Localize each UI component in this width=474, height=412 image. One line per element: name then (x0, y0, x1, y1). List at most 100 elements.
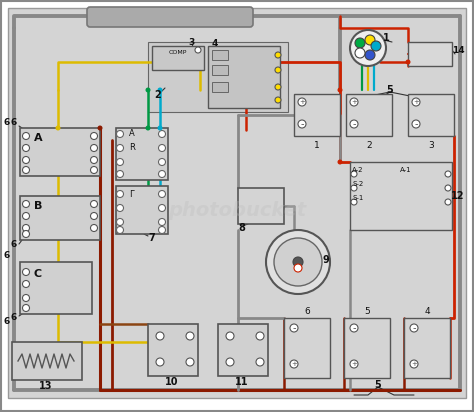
Circle shape (275, 67, 281, 73)
Text: S-2: S-2 (352, 181, 364, 187)
Bar (212, 65, 228, 75)
Bar (148, 324, 198, 376)
Circle shape (337, 87, 343, 93)
Text: +: + (413, 99, 419, 105)
Text: +: + (351, 99, 357, 105)
Bar (20, 262, 92, 314)
Circle shape (350, 360, 358, 368)
Circle shape (22, 295, 29, 302)
Circle shape (158, 159, 165, 166)
Text: 6: 6 (4, 318, 10, 326)
Text: S-1: S-1 (352, 195, 364, 201)
Circle shape (350, 98, 358, 106)
Circle shape (350, 30, 386, 66)
Text: 6: 6 (11, 117, 17, 126)
Text: +: + (291, 361, 297, 367)
Text: 4: 4 (424, 307, 430, 316)
Circle shape (157, 126, 163, 131)
Bar (20, 128, 100, 176)
Text: 14: 14 (452, 45, 465, 54)
Text: +: + (411, 361, 417, 367)
Circle shape (412, 120, 420, 128)
Circle shape (117, 145, 124, 152)
Circle shape (158, 131, 165, 138)
Text: -: - (352, 323, 356, 333)
Text: 10: 10 (165, 377, 179, 387)
Circle shape (158, 218, 165, 225)
Circle shape (290, 360, 298, 368)
Circle shape (91, 225, 98, 232)
Circle shape (117, 131, 124, 138)
Bar (284, 318, 330, 378)
Circle shape (158, 190, 165, 197)
Circle shape (445, 199, 451, 205)
Text: C: C (34, 269, 42, 279)
Text: 12: 12 (451, 191, 465, 201)
Bar (208, 46, 280, 108)
Circle shape (157, 87, 163, 93)
Bar (116, 128, 168, 180)
Bar (218, 324, 268, 376)
Text: 4: 4 (212, 38, 218, 47)
Text: 5: 5 (364, 307, 370, 316)
Text: 5: 5 (387, 85, 393, 95)
Circle shape (156, 332, 164, 340)
Text: A-2: A-2 (352, 167, 364, 173)
Circle shape (365, 50, 375, 60)
Circle shape (117, 190, 124, 197)
Circle shape (91, 201, 98, 208)
Circle shape (91, 145, 98, 152)
Circle shape (91, 133, 98, 140)
Text: 6: 6 (11, 239, 17, 248)
FancyBboxPatch shape (87, 7, 253, 27)
Text: 3: 3 (189, 37, 195, 47)
Circle shape (117, 218, 124, 225)
Text: R: R (129, 143, 135, 152)
Text: A-1: A-1 (400, 167, 412, 173)
Text: COMP: COMP (169, 49, 187, 54)
Circle shape (22, 304, 29, 311)
Circle shape (22, 269, 29, 276)
Circle shape (158, 204, 165, 211)
Circle shape (22, 201, 29, 208)
Text: 1: 1 (383, 33, 389, 43)
Text: B: B (34, 201, 42, 211)
Text: photobucket: photobucket (168, 201, 306, 220)
Text: +: + (351, 361, 357, 367)
Text: -: - (352, 119, 356, 129)
Circle shape (274, 238, 322, 286)
Text: 13: 13 (39, 381, 53, 391)
Circle shape (22, 230, 29, 237)
Circle shape (91, 157, 98, 164)
Circle shape (22, 166, 29, 173)
Circle shape (98, 126, 102, 131)
Text: 11: 11 (235, 377, 249, 387)
Text: 2: 2 (155, 90, 161, 100)
Circle shape (410, 324, 418, 332)
Text: -: - (414, 119, 418, 129)
Circle shape (290, 324, 298, 332)
Text: 5: 5 (374, 380, 382, 390)
Bar (344, 318, 390, 378)
Circle shape (412, 98, 420, 106)
Circle shape (445, 185, 451, 191)
Circle shape (371, 41, 381, 51)
Circle shape (186, 358, 194, 366)
Circle shape (294, 264, 302, 272)
Bar (148, 42, 288, 112)
Text: 6: 6 (304, 307, 310, 316)
Bar (238, 188, 284, 224)
Circle shape (22, 281, 29, 288)
Circle shape (91, 213, 98, 220)
Circle shape (158, 171, 165, 178)
Circle shape (158, 145, 165, 152)
Text: 8: 8 (238, 223, 246, 233)
Text: 6: 6 (4, 251, 10, 260)
Circle shape (195, 47, 201, 53)
Circle shape (298, 120, 306, 128)
Circle shape (22, 157, 29, 164)
Circle shape (355, 38, 365, 48)
Bar (294, 94, 340, 136)
Circle shape (256, 358, 264, 366)
Circle shape (22, 225, 29, 232)
